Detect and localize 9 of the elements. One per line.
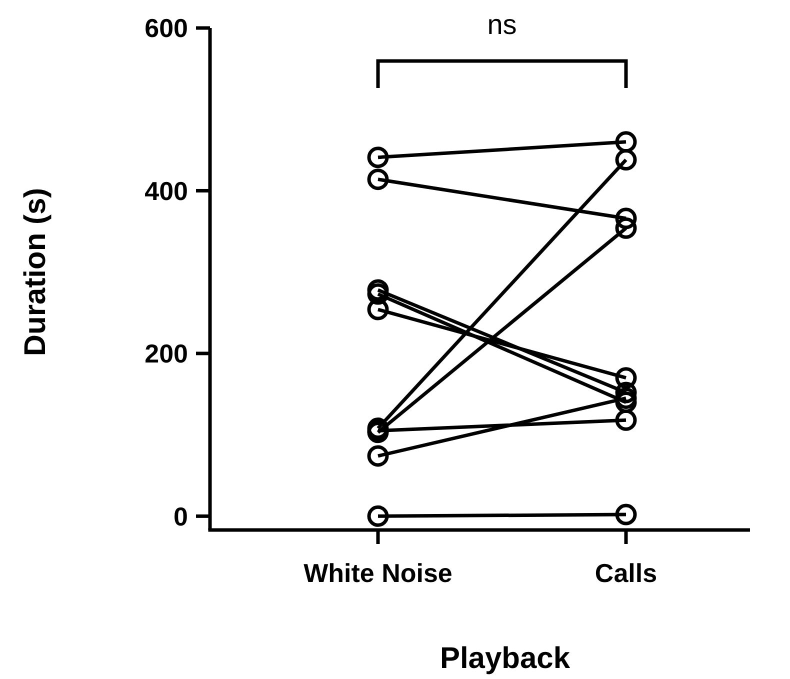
y-tick-label: 0 bbox=[174, 501, 188, 532]
annotation: ns bbox=[487, 9, 517, 40]
y-tick-label: 400 bbox=[144, 176, 188, 206]
x-tick-label: Calls bbox=[594, 558, 658, 588]
y-tick-label: 600 bbox=[144, 13, 188, 44]
x-axis-title: Playback bbox=[440, 642, 570, 675]
y-tick-label: 200 bbox=[144, 338, 188, 369]
x-tick-label: White Noise bbox=[304, 558, 452, 588]
y-axis-title: Duration (s) bbox=[19, 188, 52, 356]
